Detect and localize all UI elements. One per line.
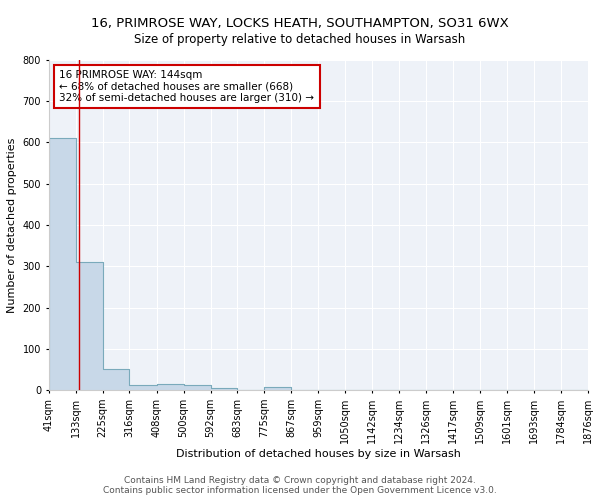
Text: Size of property relative to detached houses in Warsash: Size of property relative to detached ho…	[134, 32, 466, 46]
Text: 16, PRIMROSE WAY, LOCKS HEATH, SOUTHAMPTON, SO31 6WX: 16, PRIMROSE WAY, LOCKS HEATH, SOUTHAMPT…	[91, 18, 509, 30]
Text: 16 PRIMROSE WAY: 144sqm
← 68% of detached houses are smaller (668)
32% of semi-d: 16 PRIMROSE WAY: 144sqm ← 68% of detache…	[59, 70, 314, 103]
Text: Contains public sector information licensed under the Open Government Licence v3: Contains public sector information licen…	[103, 486, 497, 495]
Text: Contains HM Land Registry data © Crown copyright and database right 2024.: Contains HM Land Registry data © Crown c…	[124, 476, 476, 485]
X-axis label: Distribution of detached houses by size in Warsash: Distribution of detached houses by size …	[176, 448, 461, 458]
Y-axis label: Number of detached properties: Number of detached properties	[7, 138, 17, 312]
